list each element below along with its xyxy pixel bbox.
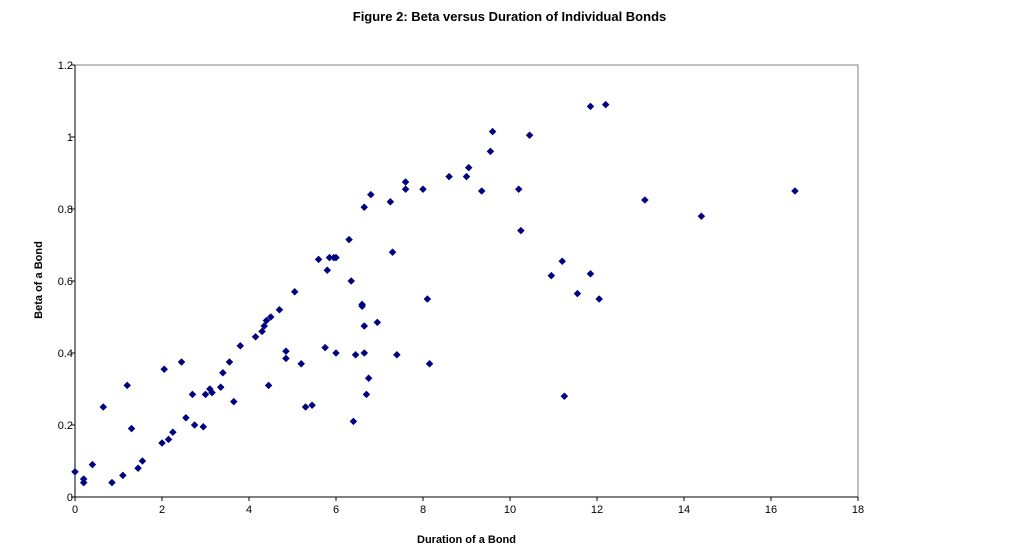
data-point — [367, 191, 374, 198]
data-point — [420, 186, 427, 193]
y-tick-label: 0.6 — [58, 276, 73, 288]
data-point — [159, 440, 166, 447]
data-point — [374, 319, 381, 326]
x-tick-label: 4 — [246, 504, 252, 516]
data-point — [124, 382, 131, 389]
data-point — [128, 425, 135, 432]
x-tick-label: 6 — [333, 504, 339, 516]
data-point — [219, 369, 226, 376]
data-point — [282, 348, 289, 355]
data-point — [641, 197, 648, 204]
data-point — [282, 355, 289, 362]
data-point — [276, 306, 283, 313]
data-point — [363, 391, 370, 398]
data-point — [698, 213, 705, 220]
data-point — [426, 360, 433, 367]
data-point — [446, 173, 453, 180]
y-tick-label: 1 — [67, 132, 73, 144]
data-point — [346, 236, 353, 243]
data-point — [515, 186, 522, 193]
x-tick-label: 2 — [159, 504, 165, 516]
data-point — [489, 128, 496, 135]
plot-area-border — [75, 65, 858, 497]
data-point — [361, 204, 368, 211]
data-point — [463, 173, 470, 180]
x-tick-label: 12 — [591, 504, 603, 516]
data-point — [402, 179, 409, 186]
y-tick-label: 0.8 — [58, 204, 73, 216]
data-point — [361, 323, 368, 330]
data-point — [135, 465, 142, 472]
data-point — [587, 103, 594, 110]
data-point — [108, 479, 115, 486]
data-point — [230, 398, 237, 405]
data-point — [237, 342, 244, 349]
data-point — [189, 391, 196, 398]
data-point — [602, 101, 609, 108]
data-point — [309, 402, 316, 409]
data-point — [217, 384, 224, 391]
data-point — [139, 458, 146, 465]
data-point — [587, 270, 594, 277]
data-point — [361, 350, 368, 357]
data-point — [265, 382, 272, 389]
data-point — [298, 360, 305, 367]
data-point — [191, 422, 198, 429]
data-point — [596, 296, 603, 303]
data-point — [72, 468, 79, 475]
y-tick-label: 0.4 — [58, 348, 73, 360]
data-point — [324, 267, 331, 274]
data-point — [200, 423, 207, 430]
data-point — [119, 472, 126, 479]
data-point — [348, 278, 355, 285]
y-tick-label: 0.2 — [58, 420, 73, 432]
y-tick-label: 1.2 — [58, 60, 73, 72]
data-point — [424, 296, 431, 303]
x-tick-label: 10 — [504, 504, 516, 516]
data-point — [487, 148, 494, 155]
data-point — [365, 375, 372, 382]
data-point — [169, 429, 176, 436]
data-point — [478, 188, 485, 195]
data-point — [393, 351, 400, 358]
data-point — [517, 227, 524, 234]
y-tick-label: 0 — [67, 492, 73, 504]
data-point — [315, 256, 322, 263]
data-point — [252, 333, 259, 340]
x-tick-label: 8 — [420, 504, 426, 516]
data-point — [333, 350, 340, 357]
data-point — [165, 436, 172, 443]
x-tick-label: 0 — [72, 504, 78, 516]
x-tick-label: 18 — [852, 504, 864, 516]
data-point — [182, 414, 189, 421]
data-point — [178, 359, 185, 366]
data-point — [548, 272, 555, 279]
data-point — [100, 404, 107, 411]
data-point — [202, 391, 209, 398]
data-point — [389, 249, 396, 256]
data-point — [352, 351, 359, 358]
data-point — [322, 344, 329, 351]
data-point — [559, 258, 566, 265]
data-point — [561, 393, 568, 400]
data-point — [291, 288, 298, 295]
data-point — [402, 186, 409, 193]
x-tick-label: 16 — [765, 504, 777, 516]
data-point — [89, 461, 96, 468]
data-point — [350, 418, 357, 425]
data-point — [574, 290, 581, 297]
data-point — [161, 366, 168, 373]
data-point — [302, 404, 309, 411]
data-point — [465, 164, 472, 171]
data-point — [226, 359, 233, 366]
data-point — [526, 132, 533, 139]
data-point — [387, 198, 394, 205]
x-tick-label: 14 — [678, 504, 690, 516]
data-point — [791, 188, 798, 195]
